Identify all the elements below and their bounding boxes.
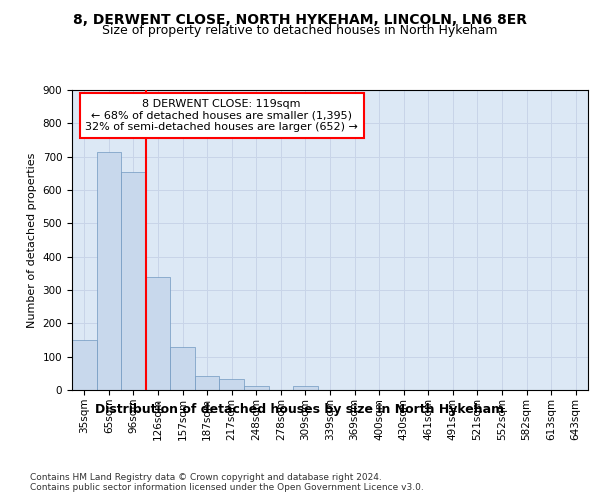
Text: Distribution of detached houses by size in North Hykeham: Distribution of detached houses by size … xyxy=(95,402,505,415)
Text: Contains public sector information licensed under the Open Government Licence v3: Contains public sector information licen… xyxy=(30,482,424,492)
Bar xyxy=(97,152,121,390)
Bar xyxy=(195,376,220,390)
Y-axis label: Number of detached properties: Number of detached properties xyxy=(27,152,37,328)
Text: 8 DERWENT CLOSE: 119sqm
← 68% of detached houses are smaller (1,395)
32% of semi: 8 DERWENT CLOSE: 119sqm ← 68% of detache… xyxy=(85,99,358,132)
Bar xyxy=(244,386,269,390)
Text: 8, DERWENT CLOSE, NORTH HYKEHAM, LINCOLN, LN6 8ER: 8, DERWENT CLOSE, NORTH HYKEHAM, LINCOLN… xyxy=(73,12,527,26)
Bar xyxy=(121,172,146,390)
Bar xyxy=(170,348,195,390)
Bar xyxy=(146,276,170,390)
Bar xyxy=(72,340,97,390)
Bar xyxy=(220,380,244,390)
Text: Contains HM Land Registry data © Crown copyright and database right 2024.: Contains HM Land Registry data © Crown c… xyxy=(30,472,382,482)
Text: Size of property relative to detached houses in North Hykeham: Size of property relative to detached ho… xyxy=(102,24,498,37)
Bar xyxy=(293,386,318,390)
